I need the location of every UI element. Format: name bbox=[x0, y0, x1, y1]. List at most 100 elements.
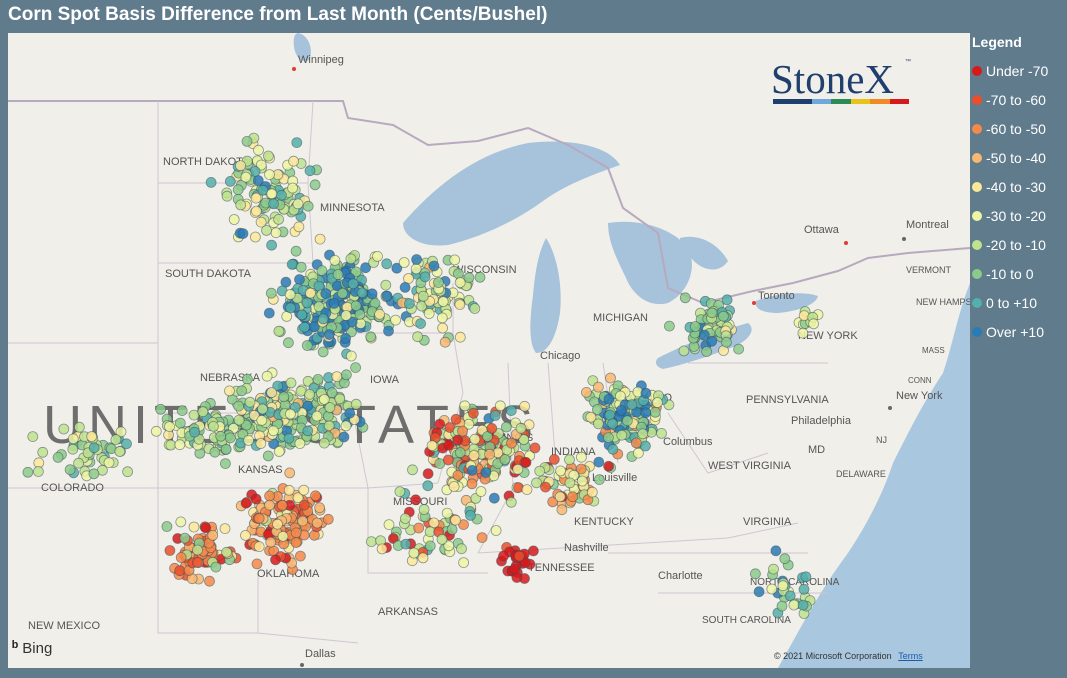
basis-point-marker[interactable] bbox=[233, 400, 245, 412]
basis-point-marker[interactable] bbox=[302, 200, 314, 212]
basis-point-marker[interactable] bbox=[449, 254, 461, 266]
basis-point-marker[interactable] bbox=[318, 437, 330, 449]
basis-point-marker[interactable] bbox=[679, 292, 691, 304]
basis-point-marker[interactable] bbox=[240, 171, 252, 183]
legend-item[interactable]: -40 to -30 bbox=[972, 172, 1064, 201]
basis-point-marker[interactable] bbox=[207, 529, 219, 541]
basis-point-marker[interactable] bbox=[399, 513, 411, 524]
basis-point-marker[interactable] bbox=[312, 373, 324, 385]
basis-point-marker[interactable] bbox=[616, 429, 628, 441]
basis-point-marker[interactable] bbox=[310, 490, 321, 502]
basis-point-marker[interactable] bbox=[520, 456, 532, 468]
basis-point-marker[interactable] bbox=[415, 318, 427, 330]
basis-point-marker[interactable] bbox=[443, 439, 455, 451]
basis-point-marker[interactable] bbox=[192, 544, 203, 556]
basis-point-marker[interactable] bbox=[381, 290, 393, 302]
basis-point-marker[interactable] bbox=[265, 287, 277, 299]
basis-point-marker[interactable] bbox=[484, 448, 496, 460]
legend-item[interactable]: -10 to 0 bbox=[972, 259, 1064, 288]
basis-point-marker[interactable] bbox=[291, 137, 303, 148]
basis-point-marker[interactable] bbox=[219, 523, 231, 535]
legend-item[interactable]: -50 to -40 bbox=[972, 143, 1064, 172]
basis-point-marker[interactable] bbox=[626, 399, 638, 411]
basis-point-marker[interactable] bbox=[365, 536, 377, 548]
legend-item[interactable]: -30 to -20 bbox=[972, 201, 1064, 230]
basis-point-marker[interactable] bbox=[244, 396, 256, 408]
basis-point-marker[interactable] bbox=[347, 278, 359, 290]
basis-point-marker[interactable] bbox=[475, 486, 487, 497]
basis-point-marker[interactable] bbox=[175, 552, 187, 563]
basis-point-marker[interactable] bbox=[292, 492, 304, 504]
basis-point-marker[interactable] bbox=[607, 443, 619, 455]
basis-point-marker[interactable] bbox=[390, 314, 402, 326]
basis-point-marker[interactable] bbox=[422, 480, 434, 492]
basis-point-marker[interactable] bbox=[474, 271, 486, 283]
basis-point-marker[interactable] bbox=[488, 492, 500, 504]
basis-point-marker[interactable] bbox=[334, 393, 346, 405]
basis-point-marker[interactable] bbox=[442, 454, 454, 466]
basis-point-marker[interactable] bbox=[706, 335, 718, 347]
basis-point-marker[interactable] bbox=[640, 387, 652, 399]
basis-point-marker[interactable] bbox=[340, 310, 352, 321]
basis-point-marker[interactable] bbox=[287, 182, 299, 194]
basis-point-marker[interactable] bbox=[314, 233, 326, 245]
basis-point-marker[interactable] bbox=[318, 393, 330, 405]
basis-point-marker[interactable] bbox=[454, 277, 466, 288]
basis-point-marker[interactable] bbox=[73, 457, 84, 469]
basis-point-marker[interactable] bbox=[232, 184, 244, 196]
basis-point-marker[interactable] bbox=[640, 407, 652, 419]
basis-point-marker[interactable] bbox=[446, 524, 458, 535]
basis-point-marker[interactable] bbox=[350, 362, 362, 374]
basis-point-marker[interactable] bbox=[422, 468, 434, 480]
map-view[interactable]: UNITED STATES Winnipeg NORTH DAKOTA MINN… bbox=[8, 33, 970, 668]
basis-point-marker[interactable] bbox=[798, 583, 810, 595]
basis-point-marker[interactable] bbox=[576, 451, 587, 463]
basis-point-marker[interactable] bbox=[437, 322, 449, 334]
basis-point-marker[interactable] bbox=[408, 547, 420, 559]
basis-point-marker[interactable] bbox=[297, 515, 309, 527]
basis-point-marker[interactable] bbox=[284, 467, 296, 479]
basis-point-marker[interactable] bbox=[219, 458, 231, 470]
basis-point-marker[interactable] bbox=[302, 425, 314, 437]
basis-point-marker[interactable] bbox=[466, 464, 478, 476]
basis-point-marker[interactable] bbox=[235, 160, 246, 172]
basis-point-marker[interactable] bbox=[261, 224, 272, 236]
basis-point-marker[interactable] bbox=[410, 263, 422, 275]
basis-point-marker[interactable] bbox=[797, 599, 809, 611]
basis-point-marker[interactable] bbox=[317, 313, 329, 325]
basis-point-marker[interactable] bbox=[410, 494, 422, 506]
basis-point-marker[interactable] bbox=[603, 432, 614, 444]
basis-point-marker[interactable] bbox=[345, 350, 357, 362]
basis-point-marker[interactable] bbox=[706, 307, 718, 319]
basis-point-marker[interactable] bbox=[356, 287, 368, 299]
basis-point-marker[interactable] bbox=[103, 457, 115, 469]
basis-point-marker[interactable] bbox=[197, 406, 209, 418]
basis-point-marker[interactable] bbox=[207, 420, 219, 432]
basis-point-marker[interactable] bbox=[350, 398, 362, 410]
basis-point-marker[interactable] bbox=[450, 413, 462, 425]
basis-point-marker[interactable] bbox=[380, 279, 392, 291]
legend-item[interactable]: -70 to -60 bbox=[972, 85, 1064, 114]
basis-point-marker[interactable] bbox=[407, 464, 418, 476]
basis-point-marker[interactable] bbox=[204, 575, 215, 587]
basis-point-marker[interactable] bbox=[243, 434, 255, 446]
basis-point-marker[interactable] bbox=[518, 434, 530, 446]
basis-point-marker[interactable] bbox=[266, 387, 278, 398]
basis-point-marker[interactable] bbox=[261, 370, 273, 382]
basis-point-marker[interactable] bbox=[276, 499, 288, 511]
basis-point-marker[interactable] bbox=[365, 331, 377, 343]
basis-point-marker[interactable] bbox=[592, 404, 603, 415]
basis-point-marker[interactable] bbox=[721, 336, 732, 348]
basis-point-marker[interactable] bbox=[411, 254, 423, 265]
basis-point-marker[interactable] bbox=[273, 325, 285, 337]
basis-point-marker[interactable] bbox=[750, 568, 761, 580]
basis-point-marker[interactable] bbox=[288, 155, 300, 167]
basis-point-marker[interactable] bbox=[155, 403, 167, 415]
basis-point-marker[interactable] bbox=[270, 554, 281, 566]
basis-point-marker[interactable] bbox=[294, 438, 306, 449]
basis-point-marker[interactable] bbox=[88, 442, 100, 454]
basis-point-marker[interactable] bbox=[593, 456, 605, 468]
basis-point-marker[interactable] bbox=[753, 586, 765, 598]
basis-point-marker[interactable] bbox=[556, 504, 568, 516]
basis-point-marker[interactable] bbox=[150, 425, 162, 437]
